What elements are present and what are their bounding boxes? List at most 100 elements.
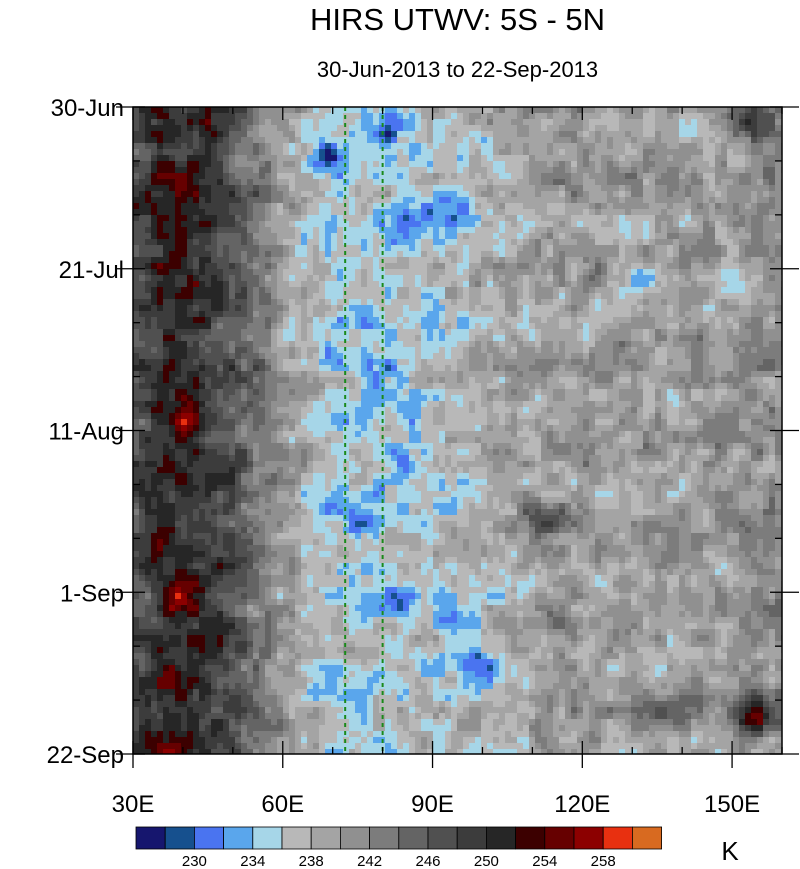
field-cell (229, 113, 236, 120)
field-cell (619, 113, 626, 120)
field-cell (313, 281, 320, 288)
field-cell (667, 371, 674, 378)
field-cell (589, 353, 596, 360)
field-cell (679, 365, 686, 372)
field-cell (175, 299, 182, 306)
field-cell (583, 287, 590, 294)
field-cell (283, 119, 290, 126)
field-cell (517, 113, 524, 120)
field-cell (661, 179, 668, 186)
field-cell (661, 233, 668, 240)
field-cell (289, 113, 296, 120)
field-cell (241, 293, 248, 300)
field-cell (685, 191, 692, 198)
field-cell (331, 191, 338, 198)
field-cell (403, 275, 410, 282)
field-cell (301, 197, 308, 204)
field-cell (235, 323, 242, 330)
field-cell (775, 293, 782, 300)
field-cell (733, 191, 740, 198)
field-cell (241, 167, 248, 174)
field-cell (427, 125, 434, 132)
field-cell (679, 149, 686, 156)
field-cell (451, 125, 458, 132)
field-cell (637, 173, 644, 180)
field-cell (325, 257, 332, 264)
field-cell (457, 377, 464, 384)
field-cell (553, 287, 560, 294)
field-cell (727, 143, 734, 150)
field-cell (163, 131, 170, 138)
field-cell (523, 311, 530, 318)
field-cell (151, 245, 158, 252)
field-cell (523, 131, 530, 138)
field-cell (223, 125, 230, 132)
field-cell (253, 359, 260, 366)
field-cell (415, 353, 422, 360)
field-cell (775, 167, 782, 174)
field-cell (397, 113, 404, 120)
field-cell (559, 347, 566, 354)
field-cell (157, 251, 164, 258)
field-cell (265, 263, 272, 270)
field-cell (565, 287, 572, 294)
field-cell (229, 323, 236, 330)
field-cell (565, 335, 572, 342)
field-cell (241, 257, 248, 264)
field-cell (301, 167, 308, 174)
field-cell (553, 257, 560, 264)
field-cell (271, 275, 278, 282)
field-cell (283, 353, 290, 360)
field-cell (457, 215, 464, 222)
field-cell (715, 371, 722, 378)
field-cell (181, 191, 188, 198)
field-cell (349, 275, 356, 282)
field-cell (253, 293, 260, 300)
field-cell (643, 155, 650, 162)
field-cell (295, 125, 302, 132)
field-cell (613, 287, 620, 294)
field-cell (571, 203, 578, 210)
field-cell (223, 197, 230, 204)
field-cell (757, 209, 764, 216)
field-cell (553, 245, 560, 252)
field-cell (253, 299, 260, 306)
field-cell (487, 197, 494, 204)
field-cell (571, 119, 578, 126)
field-cell (145, 173, 152, 180)
field-cell (517, 305, 524, 312)
field-cell (493, 167, 500, 174)
field-cell (517, 359, 524, 366)
field-cell (601, 215, 608, 222)
field-cell (607, 323, 614, 330)
field-cell (631, 119, 638, 126)
field-cell (163, 347, 170, 354)
field-cell (739, 191, 746, 198)
field-cell (721, 173, 728, 180)
field-cell (313, 119, 320, 126)
field-cell (403, 371, 410, 378)
field-cell (739, 137, 746, 144)
field-cell (247, 209, 254, 216)
field-cell (457, 125, 464, 132)
field-cell (241, 275, 248, 282)
field-cell (145, 125, 152, 132)
field-cell (229, 137, 236, 144)
field-cell (685, 167, 692, 174)
field-cell (541, 245, 548, 252)
field-cell (769, 305, 776, 312)
field-cell (283, 161, 290, 168)
field-cell (583, 185, 590, 192)
field-cell (259, 329, 266, 336)
field-cell (613, 173, 620, 180)
field-cell (589, 377, 596, 384)
field-cell (457, 371, 464, 378)
field-cell (193, 371, 200, 378)
field-cell (709, 335, 716, 342)
field-cell (259, 335, 266, 342)
field-cell (289, 167, 296, 174)
field-cell (433, 287, 440, 294)
field-cell (679, 245, 686, 252)
field-cell (313, 113, 320, 120)
field-cell (265, 329, 272, 336)
